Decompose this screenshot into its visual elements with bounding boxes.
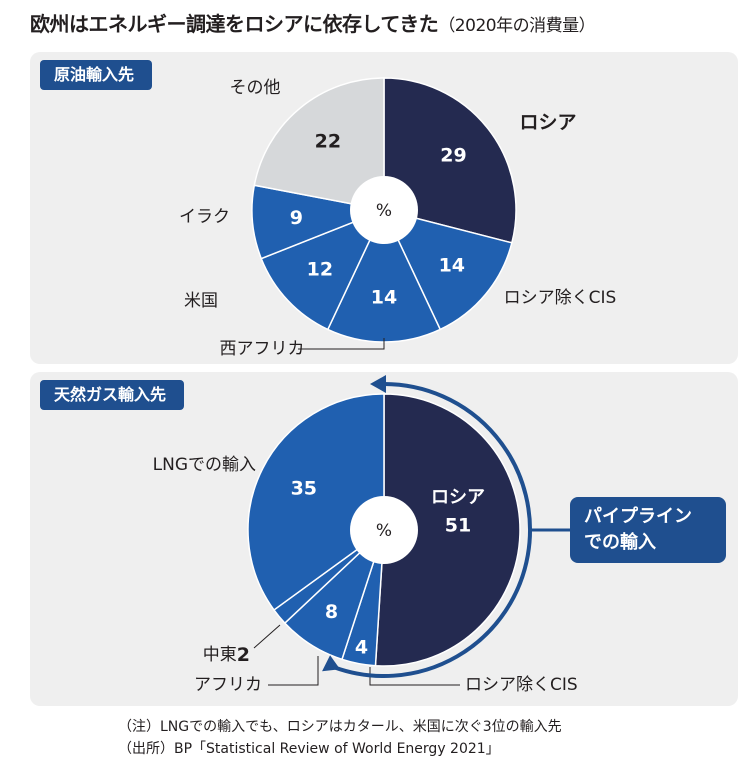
slice-label: LNGでの輸入 (153, 455, 256, 475)
slice-value: 8 (325, 601, 338, 623)
title-main: 欧州はエネルギー調達をロシアに依存してきた (30, 12, 439, 36)
unit-label: % (376, 521, 392, 541)
slice-value: 14 (439, 255, 465, 277)
slice-value: 12 (307, 259, 333, 281)
slice-value: 4 (355, 636, 368, 658)
slice-label: 西アフリカ (220, 339, 305, 359)
leader-line (268, 656, 319, 686)
slice-value: 35 (291, 478, 317, 500)
arrowhead-top (370, 375, 386, 393)
title-subtitle: （2020年の消費量） (438, 16, 596, 36)
pie-slice (247, 393, 385, 611)
footnote-note: （注）LNGでの輸入でも、ロシアはカタール、米国に次ぐ3位の輸入先 (118, 719, 562, 735)
pipeline-callout (570, 497, 726, 563)
slice-value: 29 (440, 145, 466, 167)
center-hole (350, 176, 418, 244)
slice-value: 14 (371, 287, 397, 309)
slice-value: 9 (290, 207, 303, 229)
pie-slice (383, 77, 517, 244)
footnote-source: （出所）BP「Statistical Review of World Energ… (118, 741, 500, 757)
slice-label: ロシア除くCIS (465, 675, 578, 695)
slice-label: ロシア (519, 112, 576, 134)
slice-label: 米国 (184, 291, 218, 311)
unit-label: % (376, 201, 392, 221)
slice-label: アフリカ (194, 675, 262, 695)
pie-slice (374, 393, 521, 667)
pie-slice (382, 208, 513, 331)
natural-gas-tag: 天然ガス輸入先 (40, 380, 185, 410)
pipeline-arc (333, 382, 532, 678)
slice-label: その他 (230, 78, 281, 98)
crude-oil-tag: 原油輸入先 (40, 60, 153, 90)
slice-label: ロシア (431, 487, 485, 508)
pie-slice (260, 208, 386, 331)
slice-value: 51 (445, 515, 471, 537)
callout-line-1: パイプライン (584, 505, 692, 527)
center-hole (350, 496, 418, 564)
callout-line-2: での輸入 (584, 531, 656, 553)
slice-label: イラク (179, 207, 230, 227)
slice-label: ロシア除くCIS (504, 288, 617, 308)
page-title: 欧州はエネルギー調達をロシアに依存してきた（2020年の消費量） (30, 8, 596, 37)
pie-slice (253, 77, 385, 211)
slice-value: 22 (315, 131, 341, 153)
slice-label: 中東2 (203, 644, 250, 666)
leader-line (253, 624, 281, 649)
leader-line (298, 338, 385, 350)
leader-line (369, 667, 460, 686)
slice-label-text: 中東 (203, 645, 237, 665)
slice-value: 2 (237, 644, 250, 666)
arrowhead-bottom (322, 655, 341, 672)
